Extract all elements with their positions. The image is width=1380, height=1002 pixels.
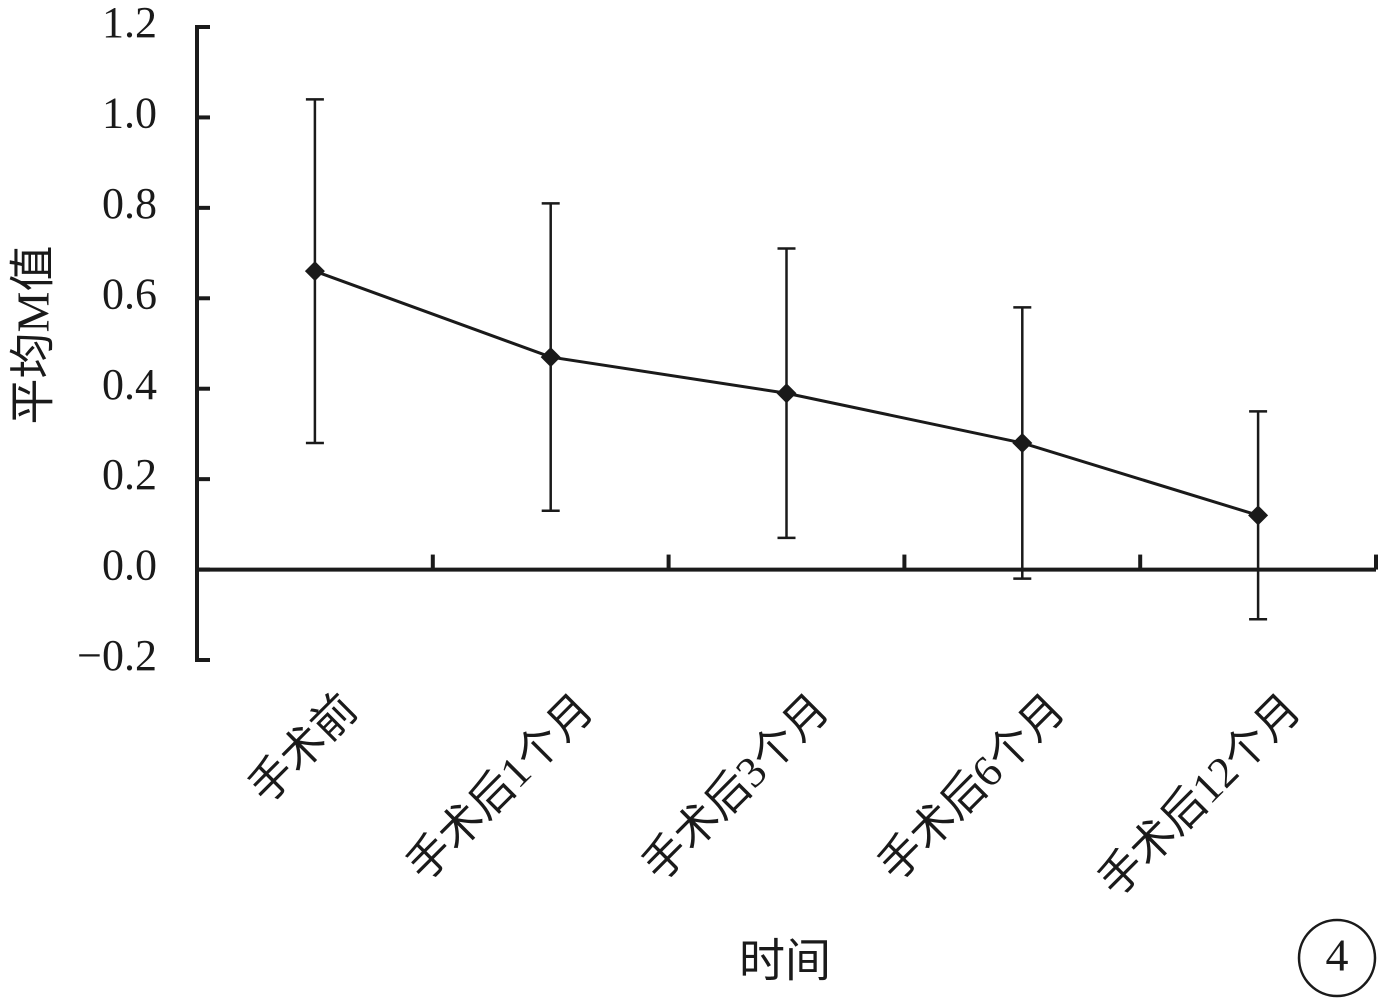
x-axis-title: 时间 — [739, 936, 831, 987]
marker — [304, 261, 325, 282]
y-axis-title: 平均M值 — [8, 246, 59, 425]
marker — [540, 347, 561, 368]
x-tick-label: 手术后12个月 — [1089, 685, 1310, 906]
y-tick-label: 0.4 — [102, 360, 157, 409]
y-tick-label: 0.0 — [102, 541, 157, 590]
x-tick-label: 手术后1个月 — [397, 685, 603, 891]
x-tick-label: 手术后6个月 — [869, 685, 1075, 891]
y-tick-label: −0.2 — [77, 631, 157, 680]
x-tick-label: 手术前 — [239, 685, 367, 813]
annotation: 4 — [1326, 930, 1349, 981]
marker — [1012, 432, 1033, 453]
y-tick-label: 0.6 — [102, 269, 157, 318]
marker — [1248, 505, 1269, 526]
marker — [776, 383, 797, 404]
y-tick-label: 1.2 — [102, 0, 157, 47]
y-tick-label: 0.8 — [102, 179, 157, 228]
y-tick-label: 1.0 — [102, 89, 157, 138]
x-tick-label: 手术后3个月 — [633, 685, 839, 891]
annotation-circle — [1297, 918, 1377, 998]
y-tick-label: 0.2 — [102, 450, 157, 499]
